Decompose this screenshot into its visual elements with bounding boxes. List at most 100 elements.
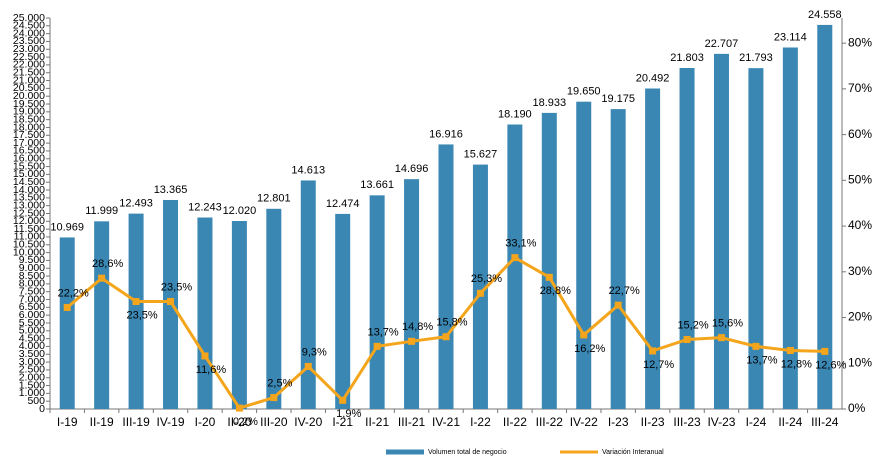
line-marker: [442, 333, 450, 341]
line-value-label: 22,2%: [58, 287, 89, 299]
line-marker: [614, 301, 622, 309]
line-value-label: 15,8%: [436, 317, 467, 329]
x-tick-label: I-20: [195, 415, 216, 429]
x-tick-label: III-20: [260, 415, 288, 429]
line-value-label: 12,8%: [781, 358, 812, 370]
y2-tick-label: 60%: [848, 127, 872, 141]
y-tick-label: 9.500: [19, 254, 45, 266]
bar: [782, 47, 798, 409]
line-value-label: 22,7%: [609, 285, 640, 297]
x-tick-label: IV-20: [294, 415, 322, 429]
y-tick-label: 16.000: [13, 153, 45, 165]
bar-value-label: 11.999: [85, 205, 118, 217]
line-value-label: 1,9%: [336, 408, 361, 420]
bar-value-label: 19.175: [601, 93, 635, 105]
bar-value-label: 15.627: [464, 148, 498, 160]
x-tick-label: III-21: [398, 415, 426, 429]
y-tick-label: 22.500: [13, 51, 45, 63]
y-tick-label: 14.000: [13, 184, 45, 196]
bar: [576, 101, 592, 409]
y-tick-label: 20.500: [13, 82, 45, 94]
x-tick-label: I-24: [746, 415, 767, 429]
y-tick-label: 9.000: [19, 262, 45, 274]
bar-value-label: 12.243: [188, 201, 222, 213]
bar: [507, 124, 523, 410]
y-tick-label: 0: [39, 403, 45, 415]
y-tick-label: 25.000: [13, 12, 45, 24]
bar: [610, 109, 626, 409]
x-tick-label: II-23: [641, 415, 665, 429]
y2-tick-label: 80%: [848, 35, 872, 49]
x-tick-label: IV-22: [570, 415, 598, 429]
legend-swatch: [386, 449, 424, 455]
x-tick-label: IV-19: [157, 415, 185, 429]
y-tick-label: 6.500: [19, 301, 45, 313]
y-tick-label: 16.500: [13, 145, 45, 157]
legend-label: Volumen total de negocio: [428, 449, 507, 456]
bar-value-label: 24.558: [808, 9, 842, 21]
line-value-label: 0,2%: [233, 416, 258, 428]
bar-value-label: 13.661: [360, 179, 394, 191]
y-tick-label: 2.500: [19, 364, 45, 376]
x-tick-label: III-19: [122, 415, 150, 429]
bar: [231, 221, 247, 409]
bar-value-label: 14.613: [291, 164, 325, 176]
y-tick-label: 5.000: [19, 325, 45, 337]
y-tick-label: 14.500: [13, 176, 45, 188]
bar-value-label: 13.365: [154, 184, 188, 196]
y-tick-label: 12.500: [13, 207, 45, 219]
line-value-label: 28,6%: [92, 258, 123, 270]
bar-value-label: 12.801: [257, 193, 291, 205]
line-value-label: 33,1%: [505, 238, 536, 250]
x-tick-label: III-22: [536, 415, 564, 429]
line-marker: [373, 342, 381, 350]
line-value-label: 15,6%: [712, 318, 743, 330]
y-tick-label: 4.000: [19, 340, 45, 352]
bar: [679, 68, 695, 409]
line-marker: [545, 273, 553, 281]
bar: [817, 24, 833, 410]
x-tick-label: I-21: [332, 415, 353, 429]
line-marker: [683, 335, 691, 343]
bar: [404, 179, 420, 409]
line-marker: [304, 362, 312, 370]
x-tick-label: IV-23: [707, 415, 735, 429]
line-marker: [270, 394, 278, 402]
line-marker: [201, 352, 209, 360]
x-tick-label: III-24: [811, 415, 839, 429]
x-tick-label: II-20: [227, 415, 251, 429]
line-value-label: 2,5%: [267, 377, 292, 389]
y-tick-label: 3.000: [19, 356, 45, 368]
line-marker: [752, 342, 760, 350]
bar: [541, 112, 557, 409]
bar: [645, 88, 661, 409]
line-marker: [167, 298, 175, 306]
y2-tick-label: 20%: [848, 310, 872, 324]
line-marker: [580, 331, 588, 339]
line-marker: [511, 254, 519, 262]
y-tick-label: 21.000: [13, 74, 45, 86]
bar-value-label: 21.803: [670, 52, 704, 64]
bar-value-label: 18.190: [498, 108, 532, 120]
x-tick-label: IV-21: [432, 415, 460, 429]
bar: [59, 237, 75, 409]
y-tick-label: 4.500: [19, 332, 45, 344]
bar: [713, 53, 729, 409]
line-marker: [339, 396, 347, 404]
bar-value-label: 21.793: [739, 52, 773, 64]
y-tick-label: 19.000: [13, 106, 45, 118]
y-tick-label: 15.000: [13, 168, 45, 180]
y-tick-label: 17.000: [13, 137, 45, 149]
y-tick-label: 10.500: [13, 239, 45, 251]
y2-tick-label: 10%: [848, 355, 872, 369]
x-tick-label: III-23: [673, 415, 701, 429]
y-tick-label: 10.000: [13, 246, 45, 258]
y-tick-label: 8.000: [19, 278, 45, 290]
y-tick-label: 13.000: [13, 199, 45, 211]
bar-value-label: 22.707: [705, 38, 739, 50]
x-tick-label: II-24: [778, 415, 802, 429]
bar-value-label: 16.916: [429, 128, 463, 140]
y-tick-label: 22.000: [13, 59, 45, 71]
bar: [369, 195, 385, 409]
